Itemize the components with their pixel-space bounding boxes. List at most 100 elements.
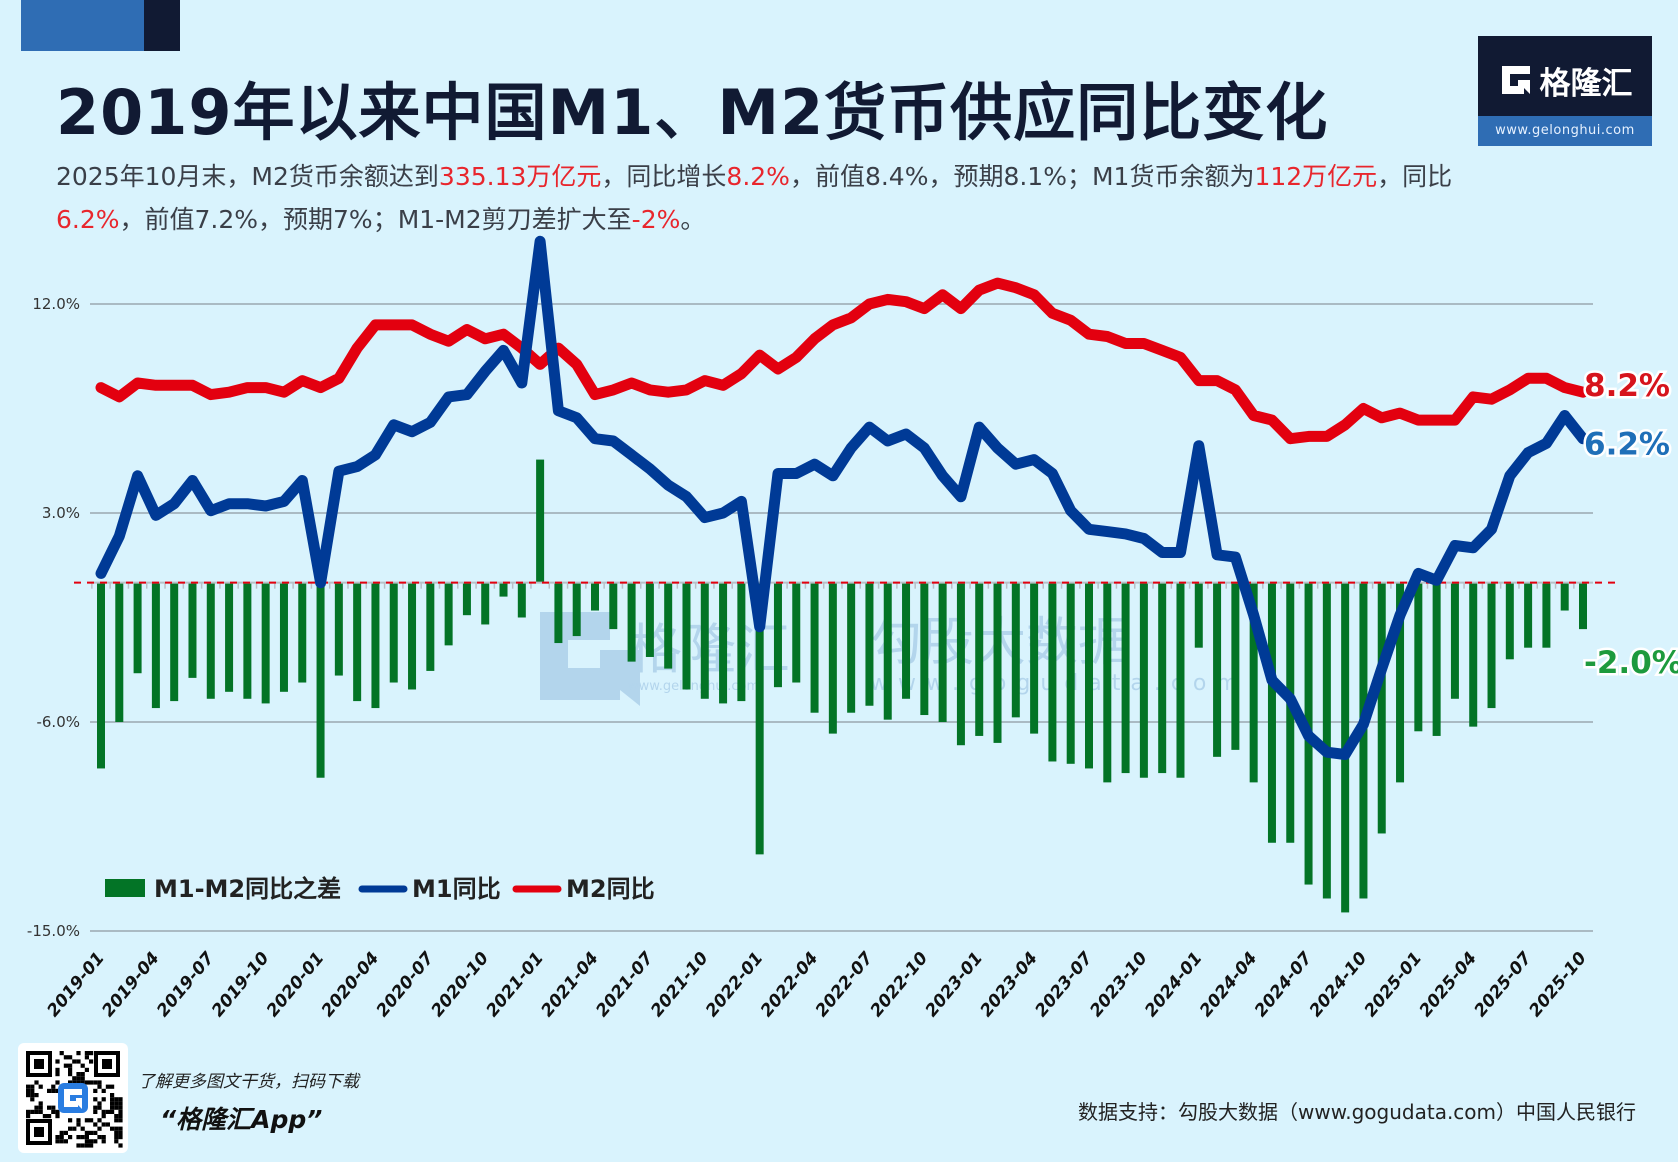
data-source: 数据支持：勾股大数据（www.gogudata.com）中国人民银行	[1078, 1100, 1637, 1124]
diff-bar	[536, 459, 545, 583]
qr-code[interactable]	[18, 1043, 128, 1153]
diff-bar	[243, 582, 252, 699]
diff-bar	[188, 582, 197, 678]
diff-bar	[133, 582, 142, 674]
diff-bar	[1048, 582, 1057, 762]
diff-bar	[1359, 582, 1368, 899]
diff-bar	[1176, 582, 1185, 778]
watermark-logo-icon	[540, 612, 640, 706]
gelonghui-logo: 格隆汇 www.gelonghui.com	[1478, 36, 1652, 146]
app-name: “格隆汇App”	[160, 1105, 323, 1134]
qr-code-image	[26, 1051, 123, 1148]
y-tick-label: -6.0%	[36, 713, 80, 731]
diff-bar	[444, 582, 453, 646]
diff-bar	[1469, 582, 1478, 727]
diff-bar	[206, 582, 215, 699]
diff-bar	[719, 582, 728, 704]
header-decor-dark	[144, 0, 180, 51]
diff-bar	[737, 582, 746, 702]
diff-bar	[225, 582, 234, 692]
diff-bar	[1505, 582, 1514, 660]
diff-bar	[316, 582, 325, 778]
x-tick-label: 2020-04	[318, 948, 383, 1021]
diff-bar	[664, 582, 673, 669]
x-tick-label: 2020-01	[263, 948, 328, 1021]
subtitle-text: ，同比增长	[601, 162, 727, 191]
diff-bar	[1267, 582, 1276, 843]
diff-bar	[609, 582, 618, 630]
x-tick-label: 2021-01	[482, 948, 547, 1021]
subtitle-text: 。	[680, 205, 706, 234]
diff-bar	[1249, 582, 1258, 783]
diff-bar	[462, 582, 471, 616]
diff-bar	[170, 582, 179, 702]
diff-bar	[1011, 582, 1020, 718]
diff-bar	[700, 582, 709, 699]
diff-bar	[353, 582, 362, 702]
logo-url: www.gelonghui.com	[1478, 116, 1652, 146]
legend-m1-label: M1同比	[412, 875, 501, 903]
diff-bar	[938, 582, 947, 722]
logo-brand-text: 格隆汇	[1539, 65, 1633, 102]
legend-diff-label: M1-M2同比之差	[154, 875, 341, 903]
qr-caption: 了解更多图文干货，扫码下载	[138, 1072, 359, 1092]
diff-bar	[1103, 582, 1112, 783]
diff-bar	[554, 582, 563, 644]
diff-bar	[847, 582, 856, 713]
diff-bar	[1377, 582, 1386, 834]
diff-bar	[1414, 582, 1423, 732]
end-label-m1: 6.2%	[1584, 427, 1670, 463]
diff-bar	[902, 582, 911, 699]
diff-bar	[956, 582, 965, 746]
y-tick-label: -15.0%	[27, 922, 80, 940]
y-tick-label: 12.0%	[32, 295, 80, 313]
diff-bar	[682, 582, 691, 690]
diff-bar	[1524, 582, 1533, 648]
diff-bar	[1213, 582, 1222, 757]
chart-title: 2019年以来中国M1、M2货币供应同比变化	[56, 76, 1329, 149]
chart-subtitle: 2025年10月末，M2货币余额达到335.13万亿元，同比增长8.2%，前值8…	[56, 155, 1496, 241]
diff-bar	[1158, 582, 1167, 774]
diff-bar	[572, 582, 581, 637]
diff-bar	[261, 582, 270, 704]
diff-bar	[279, 582, 288, 692]
legend-m2-label: M2同比	[566, 875, 655, 903]
logo-brand: 格隆汇	[1478, 50, 1652, 110]
x-tick-label: 2023-04	[976, 948, 1041, 1021]
end-label-m2: 8.2%	[1584, 368, 1670, 404]
diff-bar	[1396, 582, 1405, 783]
diff-bar	[627, 582, 636, 662]
diff-bar	[115, 582, 124, 722]
diff-bar	[1322, 582, 1331, 899]
x-tick-label: 2023-01	[922, 948, 987, 1021]
subtitle-highlight: 6.2%	[56, 205, 120, 234]
diff-bar	[371, 582, 380, 709]
header-decor-blue	[21, 0, 144, 51]
subtitle-text: ，前值8.4%，预期8.1%；M1货币余额为	[789, 162, 1255, 191]
x-tick-label: 2022-01	[702, 948, 767, 1021]
diff-bar	[1139, 582, 1148, 778]
x-tick-label: 2024-01	[1141, 948, 1206, 1021]
m2-line	[95, 277, 1589, 445]
diff-bar	[883, 582, 892, 720]
x-tick-label: 2019-04	[98, 948, 163, 1021]
diff-bar	[1579, 582, 1587, 630]
chart-area: 格隆汇 www.gelonghui.com 勾股大数据 www.gogudata…	[27, 235, 1678, 1021]
diff-bar	[1542, 582, 1551, 648]
subtitle-highlight: 335.13万亿元	[438, 162, 602, 191]
end-label-diff: -2.0%	[1584, 645, 1678, 681]
diff-bar	[1487, 582, 1496, 709]
diff-bar	[645, 582, 654, 657]
diff-bar	[865, 582, 874, 706]
x-tick-label: 2021-04	[537, 948, 602, 1021]
diff-bar	[1066, 582, 1075, 764]
y-tick-label: 3.0%	[42, 504, 80, 522]
diff-bar	[1085, 582, 1093, 769]
x-tick-label: 2024-04	[1196, 948, 1261, 1021]
diff-bar	[993, 582, 1002, 743]
diff-bar	[408, 582, 417, 690]
x-tick-label: 2025-10	[1525, 948, 1591, 1021]
diff-bar	[389, 582, 398, 683]
diff-bar	[517, 582, 526, 618]
diff-bar	[499, 582, 508, 597]
